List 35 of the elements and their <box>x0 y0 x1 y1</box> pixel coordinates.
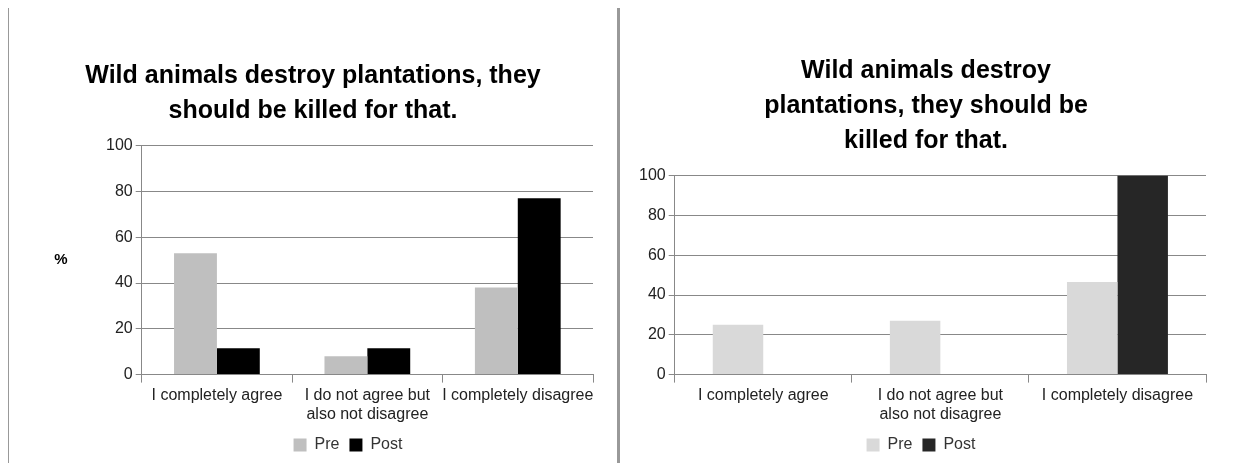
y-tick-label: 100 <box>638 166 666 184</box>
y-tick-label: 0 <box>656 365 666 383</box>
x-tick-label: I completely disagree <box>1041 385 1194 403</box>
legend-label: Pre <box>887 435 913 453</box>
bar <box>712 324 764 375</box>
legend-label: Post <box>370 435 404 453</box>
y-tick-label: 60 <box>647 245 666 263</box>
x-tick-label: I completely agree <box>697 385 829 403</box>
y-tick-label: 100 <box>105 136 133 154</box>
x-tick-label: I completely agree <box>151 385 283 403</box>
y-tick-label: 20 <box>114 319 133 337</box>
y-tick-label: 80 <box>114 181 133 199</box>
bar <box>174 253 217 375</box>
bar <box>1066 282 1118 375</box>
y-tick-label: 80 <box>647 205 666 223</box>
chart-title: Wild animals destroy plantations, they should be killed for that. <box>84 59 542 125</box>
bar <box>367 348 411 375</box>
bar <box>517 198 561 375</box>
bar <box>474 287 518 375</box>
y-tick-label: 20 <box>647 325 666 343</box>
bar <box>889 320 941 375</box>
x-tick-label: I do not agree but also not disagree <box>304 385 431 422</box>
bar <box>216 348 260 375</box>
legend-label: Post <box>943 435 977 453</box>
chart-title: Wild animals destroy plantations, they should be killed for that. <box>763 54 1089 155</box>
x-tick-label: I do not agree but also not disagree <box>877 385 1004 422</box>
y-axis-title: % <box>54 250 68 268</box>
y-tick-label: 0 <box>123 365 133 383</box>
bar <box>1117 175 1168 375</box>
bar <box>324 356 368 375</box>
legend-label: Pre <box>314 435 340 453</box>
y-tick-label: 60 <box>114 227 133 245</box>
y-tick-label: 40 <box>114 273 133 291</box>
x-tick-label: I completely disagree <box>442 385 594 403</box>
y-tick-label: 40 <box>647 285 666 303</box>
